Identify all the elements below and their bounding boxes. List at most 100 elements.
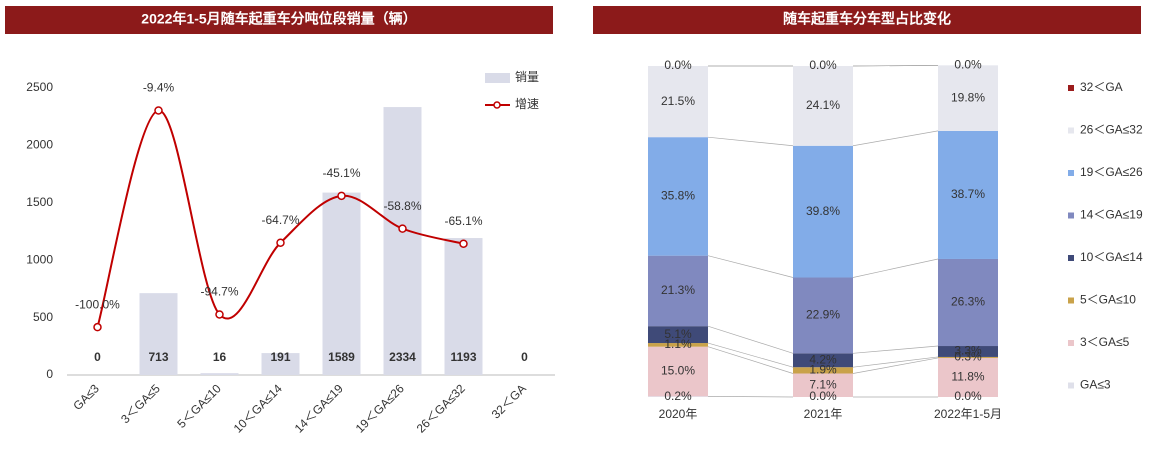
line-point <box>459 239 468 248</box>
line-point <box>215 310 224 319</box>
legend-swatch <box>493 101 501 109</box>
segment-label: 7.1% <box>809 377 837 391</box>
bar <box>261 353 300 375</box>
bar-segment <box>648 137 708 256</box>
bar <box>444 238 483 375</box>
line-value-label: -9.4% <box>143 81 175 95</box>
legend-label: 14＜GA≤19 <box>1080 208 1143 222</box>
segment-label: 35.8% <box>661 189 695 203</box>
legend-label: GA≤3 <box>1080 378 1111 392</box>
connector <box>852 357 939 374</box>
segment-label: 22.9% <box>806 308 840 322</box>
legend-swatch <box>1068 255 1074 261</box>
bar-segment <box>793 66 853 146</box>
bar-segment <box>938 258 998 347</box>
segment-label: 0.2% <box>664 389 692 403</box>
line-value-label: -58.8% <box>383 199 421 213</box>
legend-label: 32＜GA <box>1080 80 1123 94</box>
y-tick-label: 0 <box>46 367 53 381</box>
x-tick-label: 19＜GA≤26 <box>353 381 407 435</box>
legend-swatch <box>1068 297 1074 304</box>
connector <box>707 136 794 147</box>
title-bar <box>5 6 553 34</box>
line-point <box>276 238 285 247</box>
bar-segment <box>648 66 708 138</box>
segment-label: 0.0% <box>664 58 692 72</box>
line-value-label: -64.7% <box>261 213 299 227</box>
segment-label: 24.1% <box>806 98 840 112</box>
legend-swatch <box>485 73 510 83</box>
connector <box>707 342 794 368</box>
line-point <box>154 106 163 115</box>
bar-segment <box>648 343 708 347</box>
segment-label: 19.8% <box>951 90 985 104</box>
bar-segment <box>938 346 998 357</box>
chart-title: 随车起重车分车型占比变化 <box>783 11 951 27</box>
line-value-label: -100.0% <box>75 297 120 311</box>
bar-segment <box>938 65 998 131</box>
line-point <box>337 191 346 201</box>
segment-label: 0.0% <box>954 389 982 403</box>
bar <box>383 107 422 376</box>
bar-value-label: 16 <box>213 350 227 364</box>
bar-value-label: 191 <box>270 350 290 364</box>
segment-label: 39.8% <box>806 204 840 218</box>
bar-segment <box>938 357 998 397</box>
x-tick-label: 2022年1-5月 <box>934 407 1002 421</box>
x-tick-label: GA≤3 <box>70 381 102 413</box>
bar <box>139 293 178 375</box>
segment-label: 0.0% <box>809 58 837 72</box>
line-point <box>93 322 102 332</box>
segment-label: 21.3% <box>661 283 695 297</box>
segment-label: 0.0% <box>809 389 837 403</box>
x-tick-label: 2021年 <box>804 407 843 421</box>
bar-segment <box>648 255 708 327</box>
connector <box>707 325 794 354</box>
bar-segment <box>793 373 853 397</box>
segment-label: 11.8% <box>951 370 984 384</box>
bar-value-label: 1589 <box>328 350 355 364</box>
line-value-label: -45.1% <box>322 166 360 180</box>
x-tick-label: 10＜GA≤14 <box>231 381 285 435</box>
segment-label: 1.1% <box>664 337 692 351</box>
connector <box>852 345 939 354</box>
connector <box>707 395 794 398</box>
legend-label: 10＜GA≤14 <box>1080 250 1143 264</box>
legend-label: 26＜GA≤32 <box>1080 123 1143 137</box>
line <box>96 109 464 328</box>
bar <box>200 373 239 375</box>
x-tick-label: 14＜GA≤19 <box>292 381 346 435</box>
bar <box>322 192 361 375</box>
connector <box>707 346 794 374</box>
line-value-label: -94.7% <box>200 285 238 299</box>
segment-label: 0.0% <box>954 58 982 72</box>
bar-value-label: 0 <box>521 350 528 364</box>
segment-label: 5.1% <box>664 327 692 341</box>
bar-segment <box>938 356 998 358</box>
y-tick-label: 2000 <box>26 138 53 152</box>
y-tick-label: 500 <box>33 310 53 324</box>
chart-title: 2022年1-5月随车起重车分吨位段销量（辆） <box>141 11 416 27</box>
y-tick-label: 2500 <box>26 80 53 94</box>
bar-segment <box>648 396 708 397</box>
legend-label: 销量 <box>515 70 539 84</box>
x-tick-label: 3＜GA≤5 <box>118 381 163 426</box>
bar-value-label: 2334 <box>389 350 416 364</box>
bar-segment <box>938 130 998 259</box>
connector <box>852 64 939 67</box>
legend-swatch <box>1068 212 1074 219</box>
legend-label: 5＜GA≤10 <box>1080 293 1136 307</box>
legend-swatch <box>1068 382 1074 389</box>
segment-label: 1.9% <box>809 363 837 377</box>
segment-label: 38.7% <box>951 187 985 201</box>
bar-segment <box>648 326 708 344</box>
legend-swatch <box>1068 85 1074 91</box>
legend-label: 19＜GA≤26 <box>1080 165 1143 179</box>
line-value-label: -65.1% <box>444 214 482 228</box>
x-tick-label: 32＜GA <box>489 381 529 421</box>
bar-segment <box>793 367 853 374</box>
bar-segment <box>793 277 853 354</box>
title-bar <box>593 6 1141 34</box>
bar-value-label: 713 <box>148 350 168 364</box>
